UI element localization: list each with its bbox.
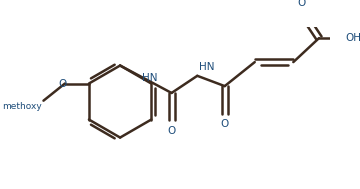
Text: HN: HN [199,62,215,72]
Text: O: O [58,79,67,88]
Text: O: O [167,125,176,136]
Text: methoxy: methoxy [2,102,42,111]
Text: HN: HN [143,73,158,83]
Text: O: O [221,119,229,129]
Text: O: O [298,0,306,8]
Text: OH: OH [346,33,360,43]
